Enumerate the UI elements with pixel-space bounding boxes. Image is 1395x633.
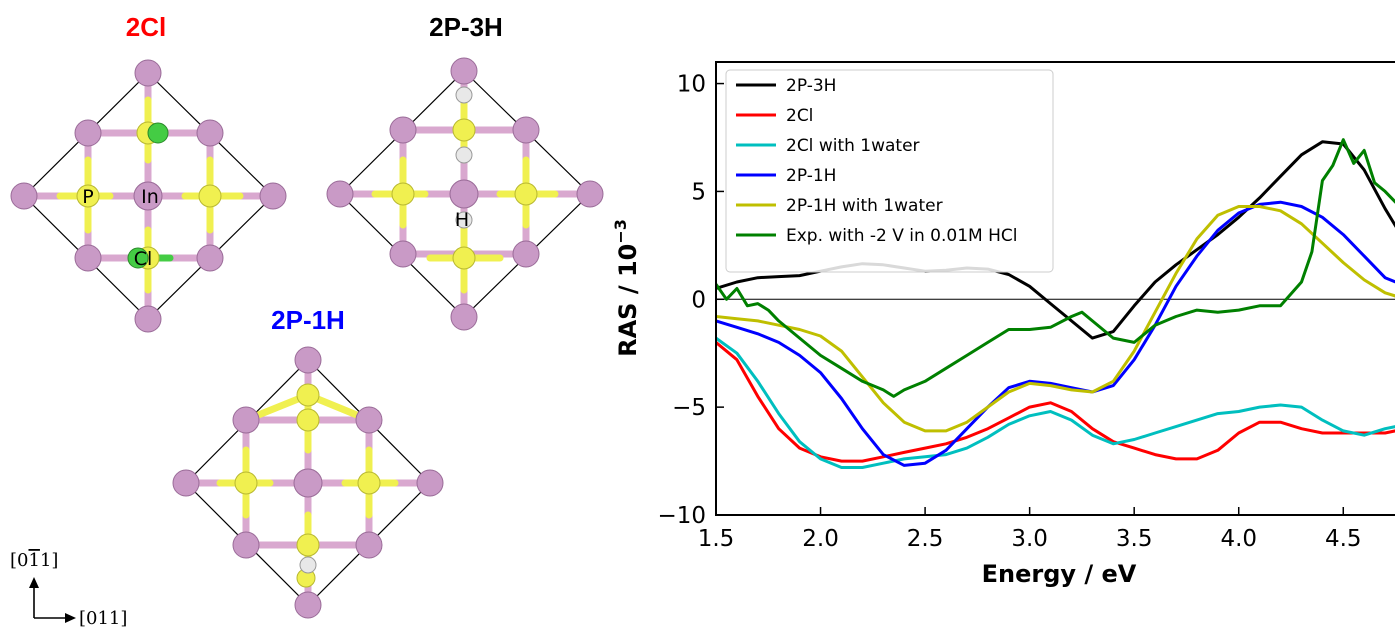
legend-entry: 2P-1H with 1water	[786, 196, 943, 216]
x-tick-label: 1.5	[698, 526, 735, 552]
series-line-2cl	[716, 341, 1395, 463]
atom-label-cl: Cl	[134, 248, 153, 270]
legend-box	[725, 69, 1054, 273]
series-line-exp-with-2-v-in-0-01m-hcl	[716, 138, 1395, 398]
y-tick-label: 0	[691, 287, 706, 313]
series-layer	[716, 138, 1395, 469]
legend-entry: 2Cl	[786, 106, 813, 126]
ras-chart: 1.5 2.0 2.5 3.0 3.5 4.0 4.5 −10 −5 0 5 10 Energy /…	[611, 61, 1395, 588]
arrow-up-icon	[29, 577, 39, 588]
structure-2p-1h	[172, 346, 444, 619]
atoms-2p-1h	[172, 346, 444, 619]
atoms-2p-3h	[326, 57, 604, 331]
series-line-2p-1h-with-1water	[716, 205, 1395, 433]
x-tick-label: 4.0	[1220, 526, 1257, 552]
legend-entry: 2P-3H	[786, 76, 836, 96]
atoms-2cl	[10, 59, 287, 333]
y-tick-label: −10	[657, 503, 706, 529]
legend-entry: Exp. with -2 V in 0.01M HCl	[786, 226, 1017, 246]
plot-frame	[715, 61, 1395, 516]
atom-label-h: H	[455, 209, 469, 231]
series-line-2p-1h	[716, 200, 1395, 467]
x-tick-label: 4.5	[1325, 526, 1362, 552]
atom-label-p: P	[82, 186, 93, 208]
axis-label-vertical: [011]	[10, 550, 58, 571]
structure-2p-3h: H	[326, 57, 604, 331]
structure-2cl: P In Cl	[10, 59, 287, 333]
structure-title-2p-3h: 2P-3H	[429, 12, 503, 42]
legend-entry: 2P-1H	[786, 166, 836, 186]
structure-title-2cl: 2Cl	[126, 12, 166, 42]
x-tick-label: 2.5	[907, 526, 944, 552]
series-line-2cl-with-1water	[716, 336, 1395, 469]
y-axis: −10 −5 0 5 10	[657, 72, 724, 529]
structure-title-2p-1h: 2P-1H	[271, 305, 345, 335]
y-tick-label: −5	[672, 395, 706, 421]
legend: 2P-3H 2Cl 2Cl with 1water 2P-1H 2P-1H with 1…	[725, 69, 1054, 273]
y-tick-label: 5	[691, 179, 706, 205]
x-axis-label: Energy / eV	[982, 560, 1137, 588]
atom-label-in: In	[141, 186, 159, 208]
arrow-right-icon	[65, 613, 76, 623]
y-tick-label: 10	[677, 72, 706, 98]
x-axis: 1.5 2.0 2.5 3.0 3.5 4.0 4.5	[698, 507, 1362, 552]
x-tick-label: 3.0	[1011, 526, 1048, 552]
x-tick-label: 2.0	[802, 526, 839, 552]
legend-entry: 2Cl with 1water	[786, 136, 920, 156]
x-tick-label: 3.5	[1116, 526, 1153, 552]
crystal-axes-indicator: [011] [011]	[10, 550, 127, 629]
y-axis-label: RAS / 10−3	[611, 219, 642, 357]
axis-label-horizontal: [011]	[79, 608, 127, 629]
structures-panel: 2Cl 2P-3H 2P-1H	[10, 12, 604, 629]
